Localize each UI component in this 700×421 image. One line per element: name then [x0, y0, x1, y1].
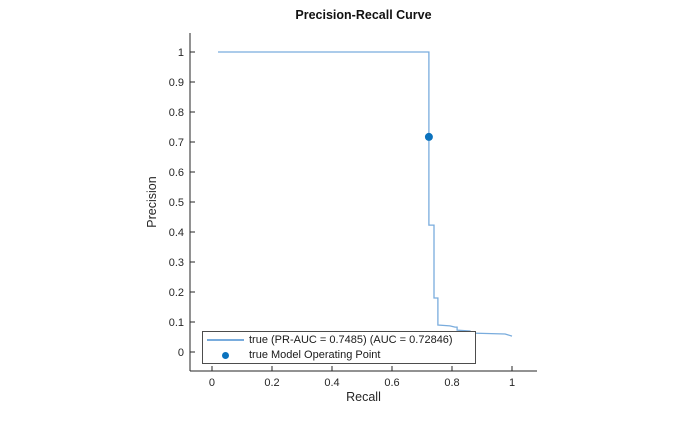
- y-tick-label: 0: [178, 347, 184, 359]
- y-tick-label: 0.7: [169, 137, 184, 149]
- legend-label: true (PR-AUC = 0.7485) (AUC = 0.72846): [249, 334, 453, 346]
- y-tick-label: 0.8: [169, 107, 184, 119]
- y-tick-label: 0.3: [169, 257, 184, 269]
- chart-title: Precision-Recall Curve: [295, 8, 432, 22]
- x-tick-label: 1: [509, 377, 515, 389]
- x-tick-label: 0.2: [264, 377, 279, 389]
- x-axis-label: Recall: [346, 390, 381, 404]
- y-tick-label: 0.1: [169, 317, 184, 329]
- y-tick-label: 0.4: [169, 227, 184, 239]
- dot-marker-icon: [221, 351, 229, 359]
- x-tick-label: 0.6: [384, 377, 399, 389]
- legend-swatch: [203, 351, 247, 359]
- x-tick-label: 0.4: [324, 377, 339, 389]
- operating-point-marker: [424, 132, 433, 141]
- x-tick-label: 0: [209, 377, 215, 389]
- line-swatch-icon: [206, 339, 244, 341]
- y-tick-label: 1: [178, 47, 184, 59]
- x-tick-label: 0.8: [444, 377, 459, 389]
- y-tick-label: 0.9: [169, 77, 184, 89]
- y-tick-label: 0.6: [169, 167, 184, 179]
- y-tick-label: 0.2: [169, 287, 184, 299]
- legend-item-operating-point: true Model Operating Point: [203, 348, 475, 363]
- legend-item-curve: true (PR-AUC = 0.7485) (AUC = 0.72846): [203, 333, 475, 348]
- legend-box: true (PR-AUC = 0.7485) (AUC = 0.72846) t…: [202, 331, 476, 364]
- legend-label: true Model Operating Point: [249, 349, 381, 361]
- pr-curve: [218, 51, 513, 337]
- y-tick-label: 0.5: [169, 197, 184, 209]
- legend-swatch: [203, 339, 247, 341]
